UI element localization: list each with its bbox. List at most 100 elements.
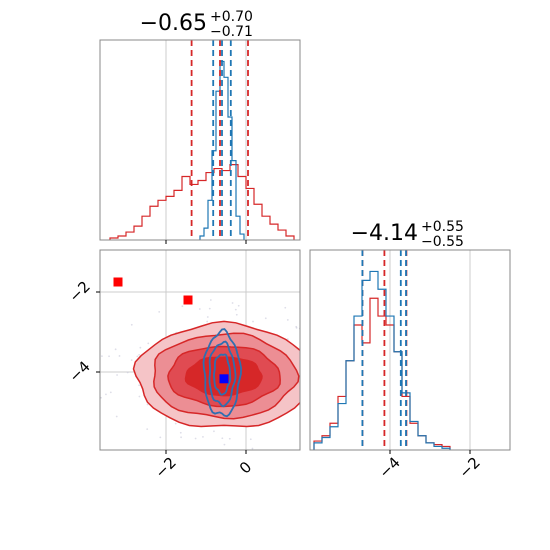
scatter-point bbox=[136, 355, 139, 358]
x-tick-label: 0 bbox=[236, 458, 255, 477]
y-tick-label: −4 bbox=[65, 357, 93, 385]
title-median: −0.65 bbox=[140, 11, 207, 36]
marker-square bbox=[219, 374, 229, 384]
x-tick-label: −2 bbox=[151, 453, 179, 481]
blue-contour bbox=[208, 340, 237, 408]
grid-lines bbox=[165, 40, 247, 240]
red-contours bbox=[132, 320, 300, 428]
y-tick-labels: −2 −4 bbox=[65, 277, 93, 385]
scatter-point bbox=[235, 313, 238, 316]
scatter-point bbox=[320, 390, 322, 392]
tick-marks bbox=[165, 240, 247, 244]
scatter-point bbox=[138, 353, 141, 356]
x-tick-labels: −2 0 bbox=[151, 453, 255, 481]
scatter-point bbox=[209, 299, 212, 301]
scatter-point bbox=[305, 373, 307, 375]
title-minus: −0.55 bbox=[421, 234, 464, 250]
title-plus: +0.55 bbox=[421, 219, 464, 235]
scatter-point bbox=[251, 447, 254, 450]
scatter-point bbox=[329, 341, 331, 343]
scatter-point bbox=[194, 437, 197, 440]
scatter-point bbox=[213, 430, 215, 433]
scatter-point bbox=[109, 391, 112, 394]
scatter-point bbox=[138, 384, 141, 387]
scatter-point bbox=[147, 342, 150, 345]
axes-frame bbox=[99, 39, 301, 241]
scatter-point bbox=[100, 396, 102, 399]
scatter-point bbox=[130, 359, 133, 362]
scatter-point bbox=[301, 359, 303, 361]
scatter-point bbox=[311, 405, 313, 407]
scatter-point bbox=[181, 305, 184, 308]
scatter-point bbox=[313, 389, 315, 391]
scatter-point bbox=[228, 437, 231, 440]
y-tick-label: −2 bbox=[65, 277, 93, 305]
scatter-point bbox=[221, 437, 224, 440]
blue-contours bbox=[202, 328, 243, 418]
scatter-point bbox=[284, 306, 287, 309]
blue-contour bbox=[213, 353, 232, 396]
scatter-point bbox=[146, 403, 149, 406]
scatter-point bbox=[234, 308, 237, 311]
scatter-2d: −2 0 −2 −4 bbox=[65, 249, 336, 482]
scatter-point bbox=[138, 395, 141, 398]
scatter-point bbox=[332, 334, 334, 336]
scatter-point bbox=[318, 425, 320, 427]
histogram-series-0 bbox=[109, 164, 295, 240]
scatter-point bbox=[252, 320, 254, 323]
histogram-param-1: −0.65 +0.70 −0.71 bbox=[99, 9, 301, 244]
scatter-point bbox=[159, 436, 162, 439]
histogram-steps bbox=[109, 60, 295, 240]
histogram-series-1 bbox=[313, 270, 451, 450]
scatter-point bbox=[303, 326, 305, 328]
axes-frame bbox=[99, 249, 301, 451]
scatter-point bbox=[206, 316, 209, 318]
title-plus: +0.70 bbox=[210, 9, 253, 25]
x-tick-label: −4 bbox=[375, 453, 403, 481]
scatter-point bbox=[334, 372, 336, 374]
scatter-point bbox=[98, 359, 100, 361]
x-tick-labels: −4 −2 bbox=[375, 453, 483, 481]
scatter-point bbox=[305, 360, 307, 362]
scatter-point bbox=[139, 346, 142, 349]
scatter-point bbox=[249, 438, 252, 441]
scatter-point bbox=[108, 355, 110, 358]
scatter-point bbox=[311, 324, 313, 326]
scatter-point bbox=[179, 431, 182, 434]
marker-square bbox=[183, 295, 193, 305]
title-median: −4.14 bbox=[351, 221, 418, 246]
scatter-point bbox=[329, 407, 331, 409]
scatter-point bbox=[115, 415, 118, 418]
scatter-point bbox=[130, 323, 133, 326]
scatter-point bbox=[295, 326, 298, 329]
scatter-point bbox=[237, 304, 240, 307]
scatter-point bbox=[105, 393, 107, 396]
scatter-point bbox=[202, 435, 204, 438]
scatter-point bbox=[146, 428, 149, 431]
axes-frame bbox=[309, 249, 511, 451]
scatter-point bbox=[318, 385, 320, 387]
scatter-point bbox=[223, 443, 226, 446]
scatter-point bbox=[303, 419, 305, 421]
scatter-point bbox=[198, 308, 201, 310]
scatter-point bbox=[331, 339, 333, 341]
scatter-point bbox=[180, 436, 182, 439]
scatter-point bbox=[264, 317, 267, 320]
quantile-lines bbox=[361, 250, 408, 450]
histogram-steps bbox=[313, 270, 451, 450]
scatter-point bbox=[116, 374, 118, 376]
scatter-point bbox=[158, 310, 161, 313]
grid-lines bbox=[389, 250, 471, 450]
scatter-point bbox=[118, 355, 121, 357]
scatter-point bbox=[321, 364, 323, 366]
scatter-point bbox=[305, 364, 307, 366]
scatter-point bbox=[174, 422, 177, 425]
scatter-point bbox=[286, 319, 289, 321]
scatter-point bbox=[231, 302, 234, 304]
scatter-point bbox=[311, 411, 313, 413]
title-minus: −0.71 bbox=[210, 24, 253, 40]
blue-contour bbox=[202, 328, 243, 418]
scatter-point bbox=[114, 348, 117, 351]
scatter-point bbox=[126, 371, 129, 374]
quantile-lines bbox=[190, 40, 249, 240]
